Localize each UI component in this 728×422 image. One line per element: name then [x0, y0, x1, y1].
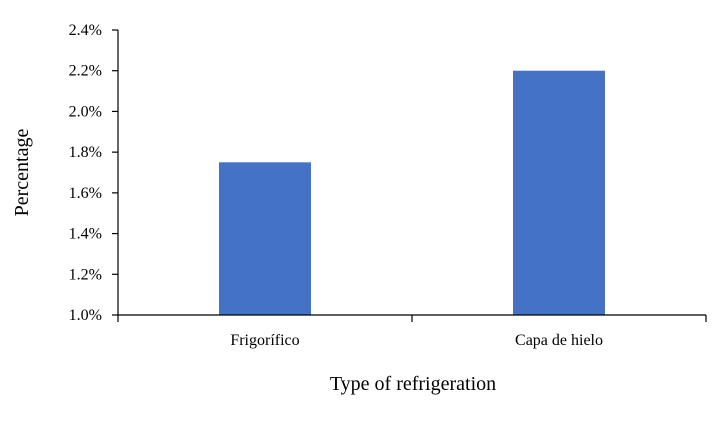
y-tick-label: 1.6% [69, 185, 102, 202]
bars [219, 70, 605, 315]
y-tick-label: 1.0% [69, 307, 102, 324]
y-axis-ticks: 1.0% 1.2% 1.4% 1.6% 1.8% 2.0% 2.2% 2.4% [69, 22, 118, 324]
y-tick-label: 2.0% [69, 103, 102, 120]
bar-0 [219, 162, 311, 315]
y-tick-label: 1.2% [69, 266, 102, 283]
y-axis-title: Percentage [11, 129, 33, 217]
y-tick-label: 2.2% [69, 63, 102, 80]
x-axis-ticks: Frigorífico Capa de hielo [117, 315, 707, 349]
y-tick-label: 2.4% [69, 22, 102, 39]
x-category-label: Frigorífico [230, 332, 299, 349]
y-tick-label: 1.4% [69, 226, 102, 243]
x-category-label: Capa de hielo [515, 332, 603, 349]
bar-1 [513, 70, 605, 315]
y-tick-label: 1.8% [69, 144, 102, 161]
x-axis-title: Type of refrigeration [330, 373, 496, 395]
